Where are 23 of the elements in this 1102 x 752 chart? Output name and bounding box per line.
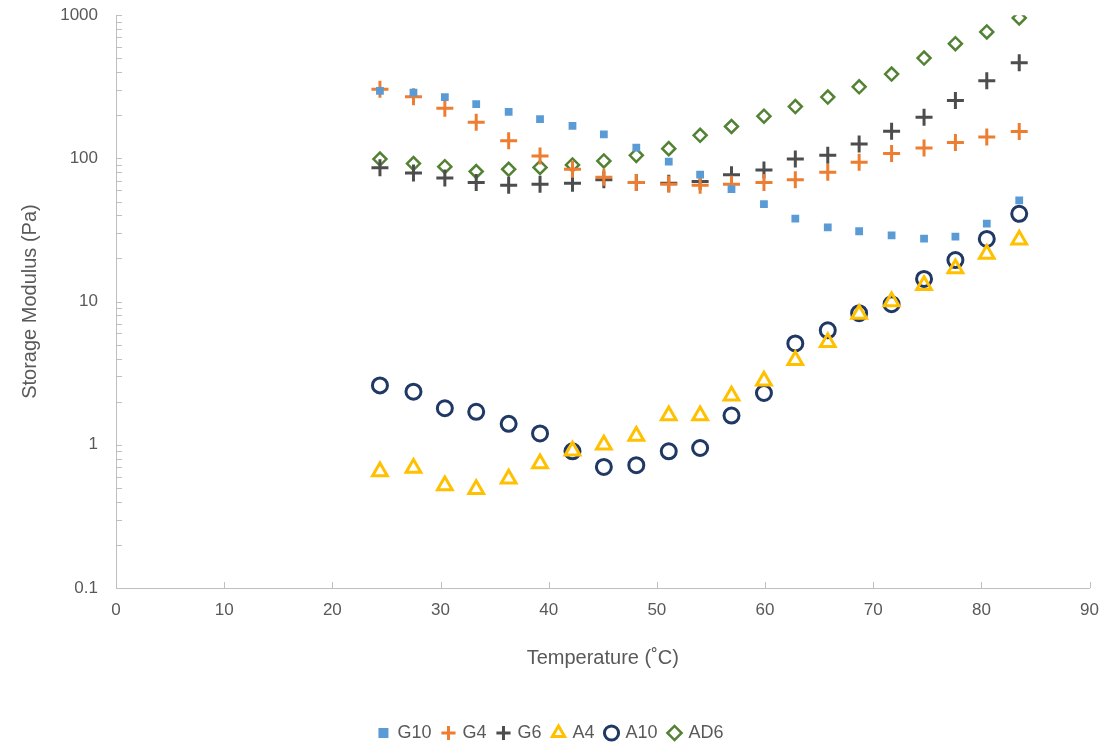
legend-label: G4 — [462, 721, 487, 742]
legend-label: A4 — [572, 721, 595, 742]
legend-label: A10 — [625, 721, 658, 742]
x-axis-title: Temperature (˚C) — [526, 645, 679, 668]
y-tick-label: 100 — [69, 148, 98, 168]
y-tick-label: 1 — [88, 434, 98, 454]
y-axis-title: Storage Modulus (Pa) — [17, 204, 40, 399]
x-tick-label: 50 — [647, 599, 667, 619]
x-tick-label: 10 — [214, 599, 234, 619]
x-tick-label: 30 — [431, 599, 450, 619]
legend-label: AD6 — [688, 721, 724, 742]
legend-label: G6 — [517, 721, 542, 742]
y-tick-label: 1000 — [60, 4, 98, 24]
x-tick-label: 70 — [863, 599, 883, 619]
x-tick-label: 40 — [539, 599, 559, 619]
legend-label: G10 — [397, 721, 432, 742]
y-tick-label: 10 — [79, 291, 98, 311]
y-tick-label: 0.1 — [74, 577, 98, 597]
x-tick-label: 0 — [111, 599, 121, 619]
x-tick-label: 90 — [1080, 599, 1100, 619]
x-tick-label: 60 — [755, 599, 775, 619]
x-tick-label: 20 — [322, 599, 342, 619]
x-tick-label: 80 — [971, 599, 991, 619]
